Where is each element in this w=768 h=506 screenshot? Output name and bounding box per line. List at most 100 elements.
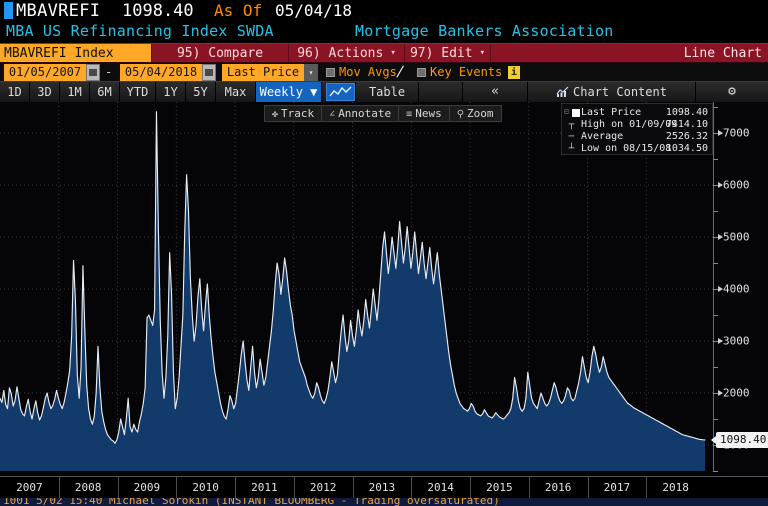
y-axis-line xyxy=(713,102,714,471)
mov-avgs-checkbox[interactable] xyxy=(326,68,335,77)
chevron-down-icon: ▾ xyxy=(479,48,486,58)
header-last-price: 1098.40 xyxy=(122,1,194,21)
end-date-input[interactable]: 05/04/2018 xyxy=(120,64,202,81)
y-minor-tick xyxy=(713,445,718,446)
legend-label: Average xyxy=(581,131,624,142)
line-chart-glyph xyxy=(329,86,352,97)
x-tick-label: 2010 xyxy=(192,481,219,494)
menu-edit[interactable]: 97) Edit ▾ xyxy=(404,44,490,63)
legend-value: 1098.40 xyxy=(665,107,708,118)
legend-row: ┴ Low on 08/15/08 1034.50 xyxy=(562,143,712,155)
y-minor-tick xyxy=(713,419,718,421)
mov-avgs-label[interactable]: Mov Avgs xyxy=(339,65,397,79)
chart-area[interactable]: ✤ Track ∠ Annotate ≡ News ⚲ Zoom xyxy=(0,102,768,476)
period-1d[interactable]: 1D xyxy=(0,82,30,102)
interval-select[interactable]: Weekly ▼ xyxy=(256,82,322,102)
y-tick-label: 3000 xyxy=(723,334,750,348)
table-view-button[interactable]: Table xyxy=(355,82,419,102)
y-tick-label: 5000 xyxy=(723,230,750,244)
chart-type-label[interactable]: Line Chart xyxy=(683,46,762,61)
y-minor-tick xyxy=(713,159,718,161)
x-tick-label: 2015 xyxy=(486,481,513,494)
x-tick-separator xyxy=(235,477,236,498)
last-price-marker: 1098.40 xyxy=(710,431,768,448)
asof-label: As Of xyxy=(214,1,263,20)
track-tool[interactable]: ✤ Track xyxy=(265,106,323,121)
price-field-select[interactable]: Last Price xyxy=(222,64,304,81)
y-minor-tick xyxy=(713,263,718,265)
legend-value: 2526.32 xyxy=(665,131,708,142)
period-5y[interactable]: 5Y xyxy=(186,82,216,102)
annotate-icon: ∠ xyxy=(329,109,336,120)
high-marker-icon: ┬ xyxy=(568,120,575,130)
gear-icon[interactable]: ⚙ xyxy=(728,84,736,99)
y-minor-tick xyxy=(713,237,718,239)
period-6m[interactable]: 6M xyxy=(90,82,120,102)
chevron-down-icon[interactable]: ▾ xyxy=(304,64,318,81)
collapse-toolbar-button[interactable]: « xyxy=(462,82,528,102)
x-tick-label: 2013 xyxy=(368,481,396,494)
period-3d[interactable]: 3D xyxy=(30,82,60,102)
line-chart-icon[interactable] xyxy=(326,83,355,101)
y-minor-tick xyxy=(713,107,718,109)
x-tick-label: 2018 xyxy=(662,481,689,494)
status-text: 1001 5/02 15:40 Michael Sorokin (INSTANT… xyxy=(3,498,500,506)
y-minor-tick xyxy=(713,289,718,291)
key-events-checkbox[interactable] xyxy=(417,68,426,77)
y-tick-label: 2000 xyxy=(723,386,750,400)
news-tool[interactable]: ≡ News xyxy=(399,106,450,121)
menu-actions[interactable]: 96) Actions ▾ xyxy=(288,44,404,63)
calendar-icon[interactable] xyxy=(202,64,216,81)
security-input[interactable]: MBAVREFI Index xyxy=(0,44,151,63)
zoom-tool[interactable]: ⚲ Zoom xyxy=(450,106,501,121)
security-description: MBA US Refinancing Index SWDA xyxy=(6,22,274,40)
period-max[interactable]: Max xyxy=(216,82,256,102)
x-tick-separator xyxy=(176,477,178,498)
legend-row: ⊟ Last Price 1098.40 xyxy=(562,107,712,119)
calendar-icon[interactable] xyxy=(86,64,100,81)
x-tick-label: 2016 xyxy=(544,481,572,494)
menu-compare[interactable]: 95) Compare xyxy=(151,44,288,63)
menu-bar-filler xyxy=(490,44,768,63)
y-minor-tick xyxy=(713,393,718,395)
x-tick-label: 2008 xyxy=(74,481,102,494)
annotate-label: Annotate xyxy=(338,107,392,120)
period-ytd[interactable]: YTD xyxy=(120,82,156,102)
data-source: Mortgage Bankers Association xyxy=(355,22,614,40)
x-tick-separator xyxy=(470,477,471,498)
x-tick-label: 2017 xyxy=(603,481,631,494)
annotate-tool[interactable]: ∠ Annotate xyxy=(322,106,400,121)
x-tick-separator xyxy=(411,477,413,498)
y-minor-tick xyxy=(713,315,718,317)
track-label: Track xyxy=(281,107,315,120)
legend-value: 1034.50 xyxy=(665,143,708,154)
period-1y[interactable]: 1Y xyxy=(156,82,186,102)
y-minor-tick xyxy=(713,471,718,472)
period-1m[interactable]: 1M xyxy=(60,82,90,102)
start-date-input[interactable]: 01/05/2007 xyxy=(4,64,86,81)
zoom-label: Zoom xyxy=(467,107,494,120)
y-tick-label: 7000 xyxy=(723,126,750,140)
info-icon[interactable]: i xyxy=(508,66,520,79)
tree-expand-icon[interactable]: ⊟ xyxy=(564,107,569,116)
magnifier-icon: ⚲ xyxy=(456,109,465,120)
y-minor-tick xyxy=(713,185,718,187)
key-events-label[interactable]: Key Events xyxy=(430,65,503,79)
ticker-symbol: MBAVREFI xyxy=(16,1,101,21)
x-tick-label: 2014 xyxy=(427,481,454,494)
plot-canvas[interactable] xyxy=(0,102,713,471)
chart-legend[interactable]: ⊟ Last Price 1098.40 ┬ High on 01/09/09 … xyxy=(561,103,713,155)
x-tick-separator xyxy=(293,477,295,498)
x-tick-separator xyxy=(646,477,648,498)
cursor-block xyxy=(4,2,13,19)
line-style-icon[interactable]: / xyxy=(395,64,406,80)
x-tick-separator xyxy=(587,477,589,498)
chart-content-label: Chart Content xyxy=(573,85,667,99)
header: MBAVREFI 1098.40 As Of 05/04/18 MBA US R… xyxy=(0,0,768,44)
chevron-down-icon: ▾ xyxy=(390,48,396,58)
y-minor-tick xyxy=(713,133,718,135)
chart-content-icon xyxy=(556,86,569,97)
chart-content-button[interactable]: Chart Content xyxy=(528,82,696,102)
track-icon: ✤ xyxy=(272,109,279,120)
